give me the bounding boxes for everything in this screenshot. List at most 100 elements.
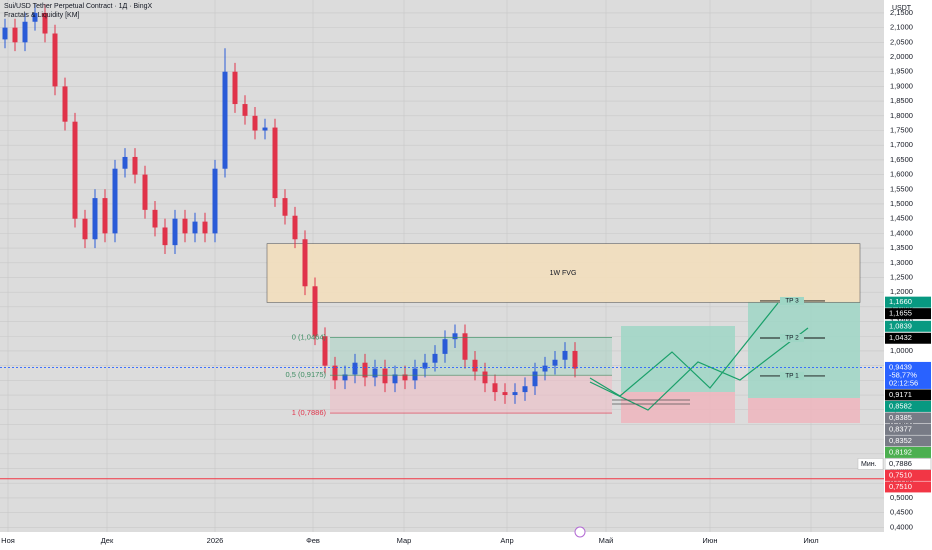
candle-body — [302, 239, 308, 287]
candle-body — [92, 198, 98, 240]
x-tick-label: Ноя — [1, 536, 15, 545]
x-tick-label: Фев — [306, 536, 320, 545]
price-badge — [885, 389, 931, 401]
y-tick-label: 1,9000 — [890, 81, 913, 90]
price-badge-label: 1,1655 — [889, 309, 912, 318]
candle-body — [572, 350, 578, 369]
price-badge — [885, 400, 931, 412]
y-tick-label: 1,6000 — [890, 170, 913, 179]
fib-label: 0,5 (0,9175) — [286, 370, 327, 379]
y-tick-label: 1,8000 — [890, 111, 913, 120]
position-profit — [621, 326, 735, 392]
y-tick-label: 0,4500 — [890, 508, 913, 517]
y-tick-label: 1,5500 — [890, 184, 913, 193]
x-tick-label: Июл — [803, 536, 818, 545]
candle-body — [112, 168, 118, 234]
candle-body — [222, 71, 228, 169]
event-icon[interactable] — [574, 526, 586, 538]
fib-zone — [330, 375, 612, 414]
time-axis — [0, 532, 884, 550]
candle-body — [412, 368, 418, 381]
price-badge-label: 0,9439 — [889, 362, 912, 371]
y-tick-label: 1,5000 — [890, 199, 913, 208]
target-label-bg — [780, 334, 804, 343]
y-tick-label: 1,6500 — [890, 155, 913, 164]
price-badge — [885, 412, 931, 424]
y-tick-label: 1,7000 — [890, 140, 913, 149]
y-tick-label: 1,2000 — [890, 287, 913, 296]
price-badge — [885, 320, 931, 332]
y-tick-label: 0,4000 — [890, 522, 913, 531]
y-tick-label: 1,4500 — [890, 214, 913, 223]
fib-label: 1 (0,7886) — [292, 408, 327, 417]
candle-body — [272, 127, 278, 199]
x-tick-label: Июн — [702, 536, 717, 545]
candle-body — [502, 392, 508, 396]
candle-body — [312, 286, 318, 337]
price-badge — [885, 446, 931, 458]
candle-body — [42, 12, 48, 34]
y-tick-label: 1,3500 — [890, 243, 913, 252]
target-label: TP 1 — [785, 373, 799, 380]
candle-body — [322, 336, 328, 366]
x-tick-label: Май — [599, 536, 614, 545]
candle-body — [262, 127, 268, 131]
projection-arrow — [589, 302, 779, 397]
axis: 0,40000,45000,50000,55000,60000,65000,70… — [1, 8, 932, 545]
candle-body — [442, 339, 448, 354]
currency: USDT — [892, 5, 912, 12]
y-tick-label: 1,8500 — [890, 96, 913, 105]
target-label: TP 2 — [785, 335, 799, 342]
fib-label: 0 (1,0464) — [292, 332, 327, 341]
candle-body — [362, 362, 368, 378]
candle-body — [392, 374, 398, 384]
price-badge-label: 1,1660 — [889, 297, 912, 306]
candle-body — [102, 198, 108, 234]
candle-body — [552, 359, 558, 366]
y-tick-label: 2,1500 — [890, 8, 913, 17]
target-label: TP 3 — [785, 298, 799, 305]
indicator-name: Fractals & Liquidity [KM] — [4, 12, 80, 19]
candle-body — [252, 115, 258, 131]
price-badge-label: 0,8377 — [889, 424, 912, 433]
candle-body — [12, 27, 18, 43]
price-badge-label: 0,8352 — [889, 436, 912, 445]
tag-label: Мин. — [861, 461, 877, 468]
position-loss — [748, 398, 860, 423]
candle-body — [72, 121, 78, 219]
candle-body — [532, 371, 538, 387]
price-badge — [885, 332, 931, 344]
y-tick-label: 1,7500 — [890, 125, 913, 134]
overlay: 0 (1,0464) 0,5 (0,9175) 1 (0,7886) TP 3 TP 2… — [0, 296, 884, 480]
candle-body — [32, 12, 38, 22]
candle-body — [122, 156, 128, 169]
y-tick-label: 1,2500 — [890, 272, 913, 281]
x-tick-label: Мар — [397, 536, 412, 545]
fvg-zone — [266, 243, 861, 303]
candle-body — [432, 353, 438, 363]
candle-body — [562, 350, 568, 360]
candle-body — [182, 218, 188, 234]
candle-body — [522, 386, 528, 393]
candle-body — [472, 359, 478, 372]
y-tick-label: 1,3000 — [890, 258, 913, 267]
candle-body — [482, 371, 488, 384]
y-tick-label: 2,0000 — [890, 52, 913, 61]
price-badge — [885, 469, 931, 481]
y-tick-label: 1,0000 — [890, 346, 913, 355]
bar-countdown: 02:12:56 — [889, 378, 918, 387]
tag-bg — [857, 458, 884, 470]
candle-body — [2, 27, 8, 40]
candle-body — [342, 374, 348, 381]
position-profit — [748, 301, 860, 398]
price-badge-label: 1,0839 — [889, 321, 912, 330]
candle-body — [422, 362, 428, 369]
price-change: -58,77% — [889, 370, 917, 379]
candle-body — [452, 333, 458, 340]
price-badge — [885, 423, 931, 435]
zones: 1W FVG — [266, 243, 861, 423]
price-badge — [885, 361, 931, 389]
candle-body — [212, 168, 218, 234]
candle-body — [292, 215, 298, 240]
